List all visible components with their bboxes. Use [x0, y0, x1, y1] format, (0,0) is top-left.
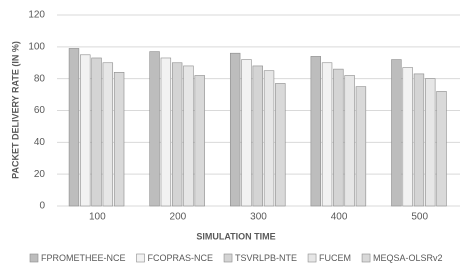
y-tick-label: 20: [34, 169, 46, 180]
bar: [171, 62, 183, 207]
bar: [275, 83, 286, 207]
x-axis-label: SIMULATION TIME: [196, 231, 275, 241]
y-tick-label: 40: [34, 137, 46, 148]
bar: [436, 91, 447, 207]
bar: [402, 67, 413, 207]
bar: [413, 73, 425, 207]
bar: [194, 75, 205, 207]
legend-swatch: [29, 253, 39, 263]
y-tick-label: 60: [34, 105, 46, 116]
y-tick-label: 80: [34, 73, 46, 84]
legend-label: TSVRLPB-NTE: [235, 253, 297, 263]
bar: [355, 86, 367, 207]
x-tick-label: 300: [250, 212, 267, 223]
bar: [91, 57, 102, 207]
bar: [102, 62, 114, 207]
y-tick-label: 120: [28, 10, 45, 21]
bar: [229, 52, 241, 207]
legend-label: MEQSA-OLSRv2: [373, 253, 443, 263]
x-tick-label: 200: [170, 212, 187, 223]
bar: [80, 54, 91, 207]
bar: [252, 65, 263, 207]
bar: [391, 59, 402, 207]
bar: [310, 56, 321, 207]
bar: [149, 51, 160, 207]
bar: [160, 57, 172, 207]
legend-label: FUCEM: [319, 253, 351, 263]
x-tick-label: 400: [331, 212, 348, 223]
legend-swatch: [361, 253, 371, 263]
bar: [263, 70, 275, 207]
bar: [425, 78, 436, 207]
legend-swatch: [136, 253, 145, 263]
bar: [183, 65, 194, 207]
x-tick-label: 100: [89, 212, 106, 223]
bar: [321, 62, 333, 207]
bar: [344, 75, 355, 207]
legend-label: FPROMETHEE-NCE: [41, 253, 126, 263]
legend-swatch: [223, 253, 233, 263]
bar: [113, 72, 125, 207]
legend-label: FCOPRAS-NCE: [148, 253, 214, 263]
bar: [68, 48, 80, 207]
y-tick-label: 0: [39, 201, 45, 212]
y-axis-label: PACKET DELIVERY RATE (IN %): [10, 41, 20, 179]
y-tick-label: 100: [28, 41, 45, 52]
bar: [241, 59, 252, 207]
x-tick-label: 500: [411, 212, 428, 223]
bar: [333, 68, 344, 207]
legend-swatch: [307, 253, 317, 263]
